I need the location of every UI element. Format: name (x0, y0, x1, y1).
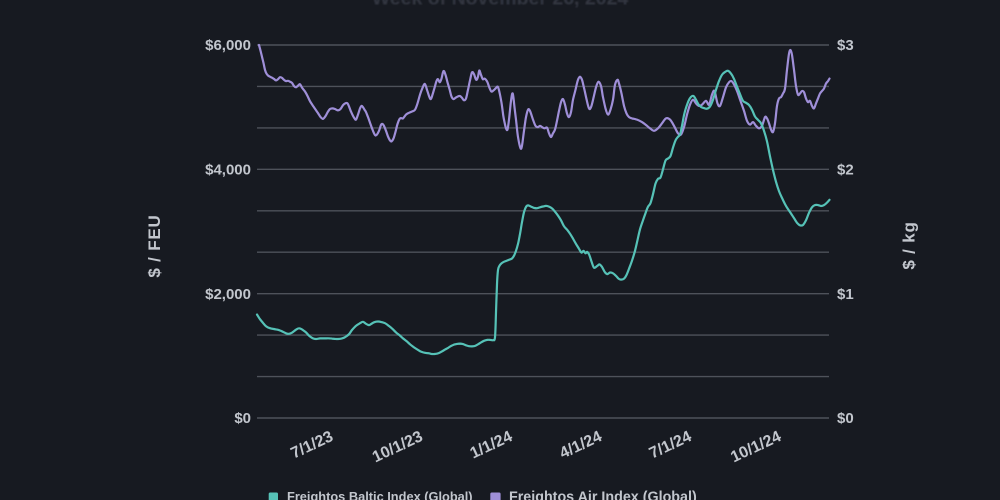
svg-text:Week of November 26, 2024: Week of November 26, 2024 (372, 0, 629, 10)
svg-text:$3: $3 (837, 37, 854, 54)
svg-text:$1: $1 (837, 286, 854, 303)
svg-text:$2,000: $2,000 (205, 286, 251, 303)
svg-text:$0: $0 (837, 410, 854, 427)
svg-text:Freightos Air Index (Global): Freightos Air Index (Global) (509, 490, 697, 500)
svg-text:Freightos Baltic Index (Global: Freightos Baltic Index (Global) (287, 489, 473, 500)
svg-text:$4,000: $4,000 (205, 162, 251, 179)
svg-text:$ / FEU: $ / FEU (145, 214, 164, 277)
svg-text:$0: $0 (234, 410, 251, 427)
svg-text:$6,000: $6,000 (205, 37, 251, 54)
svg-text:$ / kg: $ / kg (899, 221, 918, 269)
svg-text:$2: $2 (837, 162, 854, 179)
